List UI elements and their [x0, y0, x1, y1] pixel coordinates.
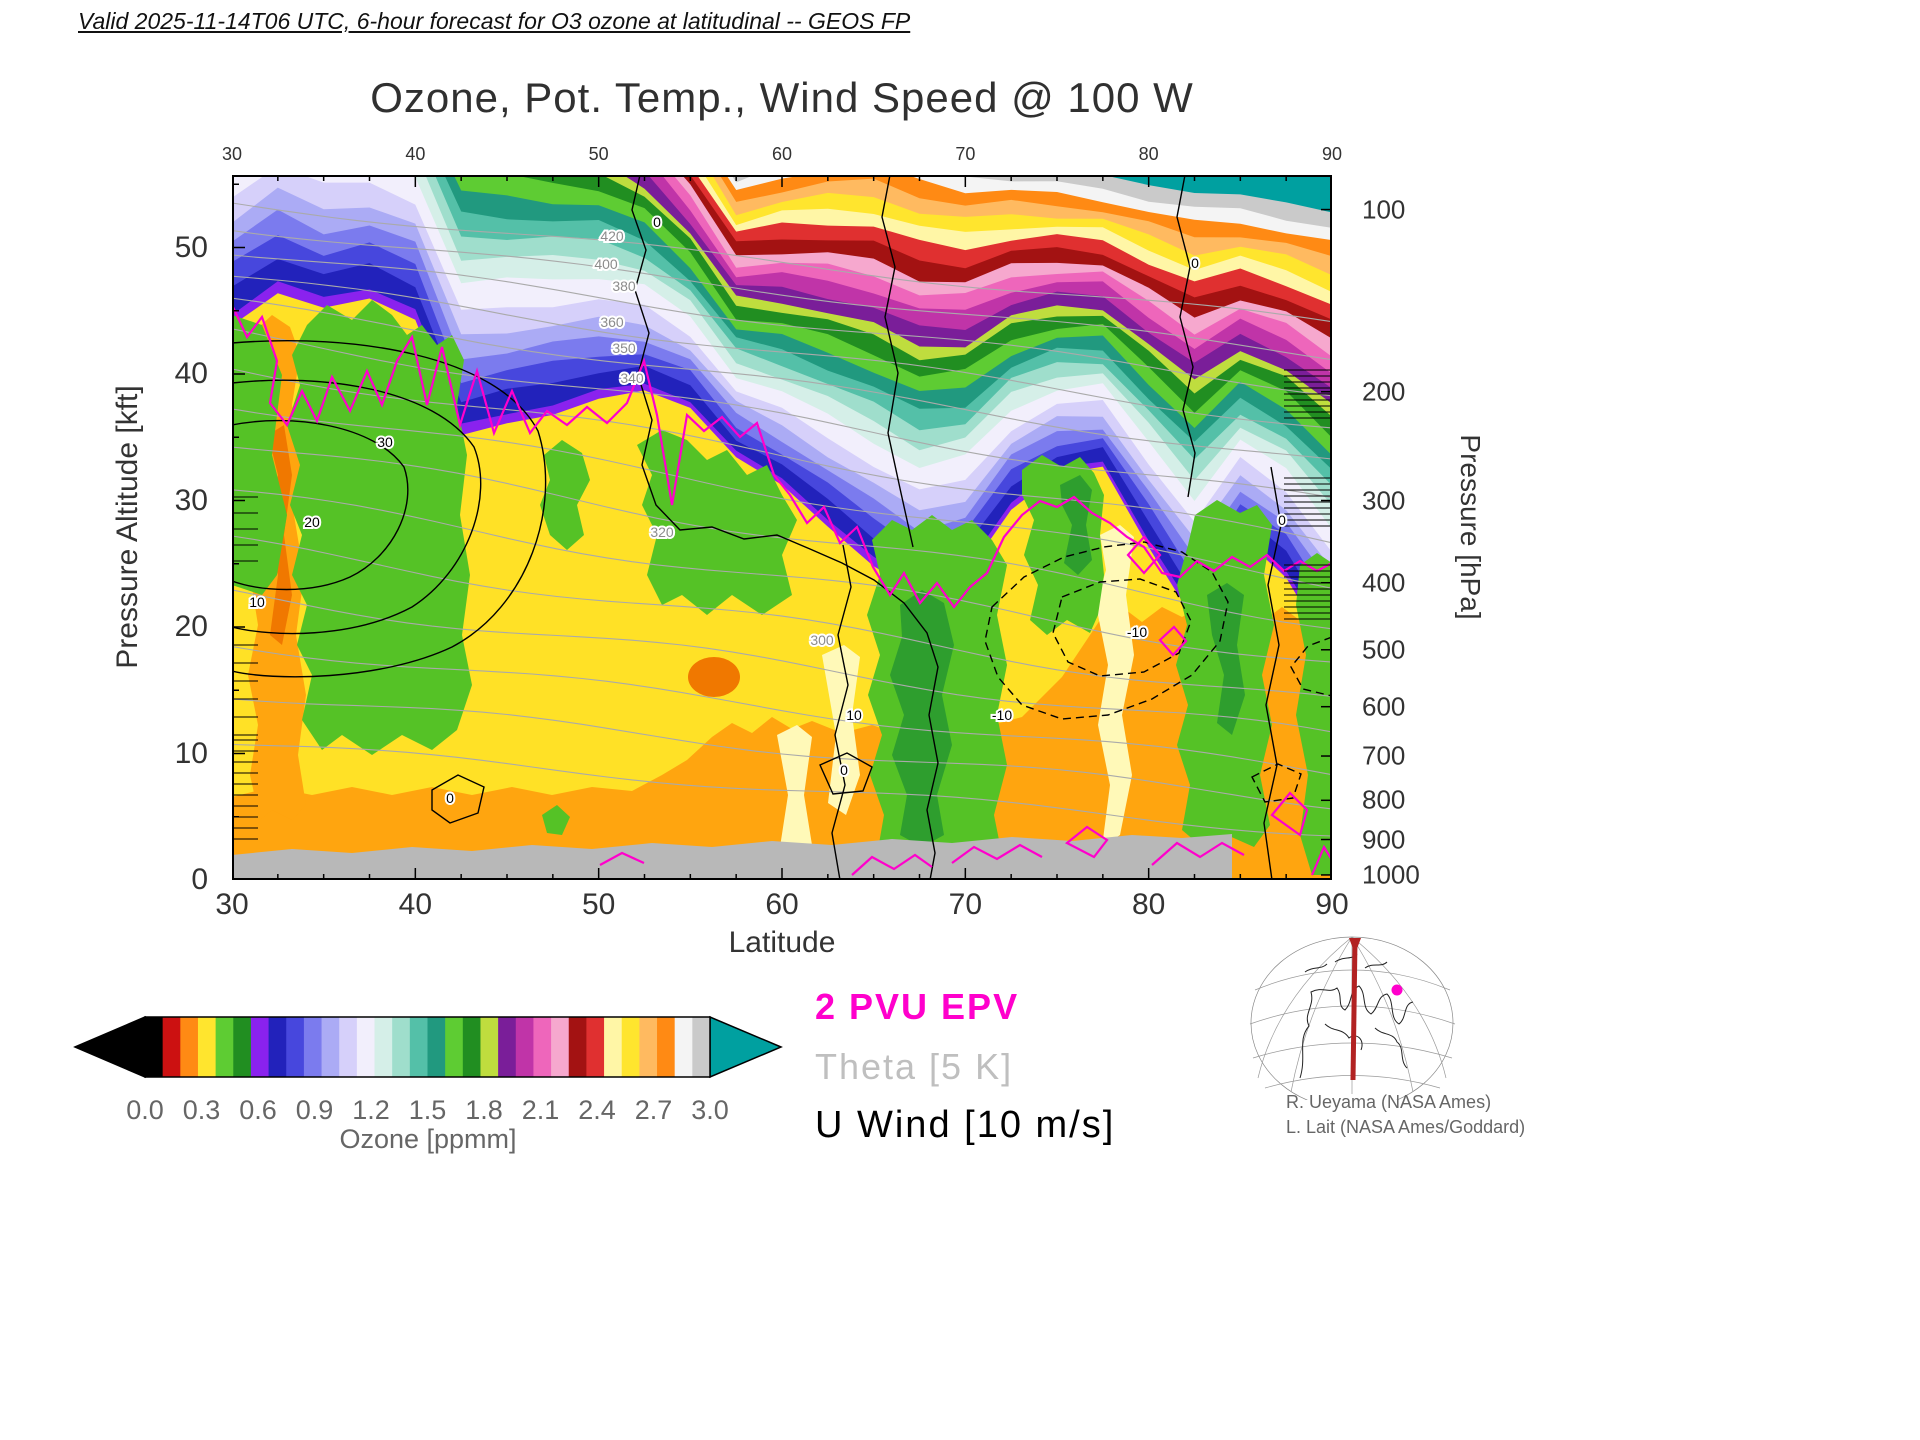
- colorbar-tick-label: 0.6: [239, 1095, 277, 1125]
- x-axis-tick-label: 30: [215, 888, 249, 921]
- x-axis-top-tick-label: 40: [405, 144, 426, 164]
- y-right-tick-label: 800: [1362, 784, 1406, 815]
- plot-title: Ozone, Pot. Temp., Wind Speed @ 100 W: [370, 74, 1194, 121]
- x-axis-top-tick-label: 50: [588, 144, 609, 164]
- ozone-colorbar: [70, 1013, 786, 1098]
- credit-line-2: L. Lait (NASA Ames/Goddard): [1286, 1117, 1526, 1138]
- colorbar-label: Ozone [ppmm]: [339, 1124, 517, 1154]
- svg-text:0: 0: [1191, 255, 1199, 271]
- x-axis-tick-label: 60: [765, 888, 799, 921]
- colorbar-tick-label: 2.1: [521, 1095, 560, 1125]
- y-left-tick-label: 0: [191, 863, 208, 896]
- x-axis-top-tick-label: 80: [1138, 144, 1159, 164]
- y-left-tick-label: 20: [174, 610, 208, 643]
- colorbar-tick-label: 2.4: [578, 1095, 616, 1125]
- svg-text:-10: -10: [1127, 624, 1147, 640]
- x-axis-tick-label: 50: [581, 888, 616, 921]
- y-right-tick-label: 500: [1362, 634, 1406, 665]
- x-axis-top-tick-label: 60: [771, 144, 793, 164]
- ozone-cross-section-canvas: 420 400 380 360 350 340 320 300 30 20 10 0 0 0 10 -10 -1…: [232, 175, 1332, 880]
- svg-text:350: 350: [612, 340, 636, 356]
- svg-text:10: 10: [846, 707, 862, 723]
- credits: R. Ueyama (NASA Ames) L. Lait (NASA Ames…: [1286, 1090, 1525, 1140]
- svg-text:20: 20: [304, 514, 320, 530]
- colorbar-tick-label: 0.9: [295, 1095, 334, 1125]
- colorbar-tick-label: 2.7: [634, 1095, 673, 1125]
- svg-text:300: 300: [810, 632, 834, 648]
- svg-text:0: 0: [1278, 512, 1286, 528]
- globe-coastline: [1299, 953, 1414, 1079]
- x-axis-top-tick-label: 90: [1321, 144, 1343, 164]
- colorbar-tick-label: 1.8: [465, 1095, 503, 1125]
- x-axis-tick-label: 80: [1131, 888, 1166, 921]
- svg-text:-10: -10: [992, 707, 1012, 723]
- svg-text:10: 10: [249, 594, 265, 610]
- legend-uwind: U Wind [10 m/s]: [815, 1104, 1116, 1146]
- y-left-tick-label: 50: [174, 230, 208, 264]
- svg-text:0: 0: [840, 762, 848, 778]
- x-axis-tick-label: 70: [948, 888, 983, 921]
- cross-section-plot: 420 400 380 360 350 340 320 300 30 20 10 0 0 0 10 -10 -1…: [232, 175, 1332, 880]
- valid-time-header: Valid 2025-11-14T06 UTC, 6-hour forecast…: [78, 8, 911, 34]
- y-left-tick-label: 30: [174, 483, 208, 517]
- x-axis-tick-label: 90: [1315, 888, 1349, 921]
- svg-text:0: 0: [653, 214, 661, 230]
- colorbar-tick-label: 1.2: [352, 1095, 390, 1125]
- y-left-tick-label: 40: [174, 357, 208, 390]
- y-right-tick-label: 700: [1362, 740, 1406, 771]
- svg-text:400: 400: [594, 256, 618, 272]
- y-right-tick-label: 600: [1362, 691, 1406, 722]
- colorbar-tick-label: 0.3: [182, 1095, 221, 1125]
- svg-text:0: 0: [446, 790, 454, 806]
- svg-text:360: 360: [600, 314, 624, 330]
- legend-epv: 2 PVU EPV: [815, 986, 1020, 1027]
- credit-line-1: R. Ueyama (NASA Ames): [1286, 1092, 1492, 1112]
- cross-section-meridian-marker: [1349, 938, 1403, 1081]
- y-right-tick-label: 400: [1362, 567, 1406, 598]
- svg-text:320: 320: [650, 524, 674, 540]
- x-axis-top-tick-label: 70: [955, 144, 976, 164]
- y-left-tick-label: 10: [174, 736, 208, 770]
- globe-inset: [1245, 928, 1460, 1110]
- location-dot: [1391, 984, 1403, 996]
- colorbar-canvas: [73, 1015, 783, 1079]
- y-right-tick-label: 100: [1362, 194, 1406, 225]
- colorbar-tick-label: 3.0: [691, 1095, 729, 1125]
- colorbar-tick-label: 0.0: [126, 1095, 164, 1125]
- svg-text:340: 340: [620, 370, 644, 386]
- svg-text:420: 420: [600, 228, 624, 244]
- y-right-tick-label: 300: [1362, 485, 1406, 515]
- globe-inset-canvas: [1249, 936, 1456, 1110]
- y-right-axis-title: Pressure [hPa]: [1455, 434, 1486, 620]
- y-right-tick-label: 900: [1362, 824, 1406, 855]
- svg-text:380: 380: [612, 278, 636, 294]
- x-axis-tick-label: 40: [398, 888, 433, 921]
- x-axis-title: Latitude: [728, 926, 836, 959]
- y-right-tick-label: 1000: [1362, 859, 1420, 890]
- legend-theta: Theta [5 K]: [815, 1046, 1014, 1087]
- y-right-tick-label: 200: [1362, 376, 1406, 407]
- svg-text:30: 30: [377, 434, 393, 450]
- colorbar-tick-label: 1.5: [408, 1095, 447, 1125]
- x-axis-top-tick-label: 30: [221, 144, 243, 164]
